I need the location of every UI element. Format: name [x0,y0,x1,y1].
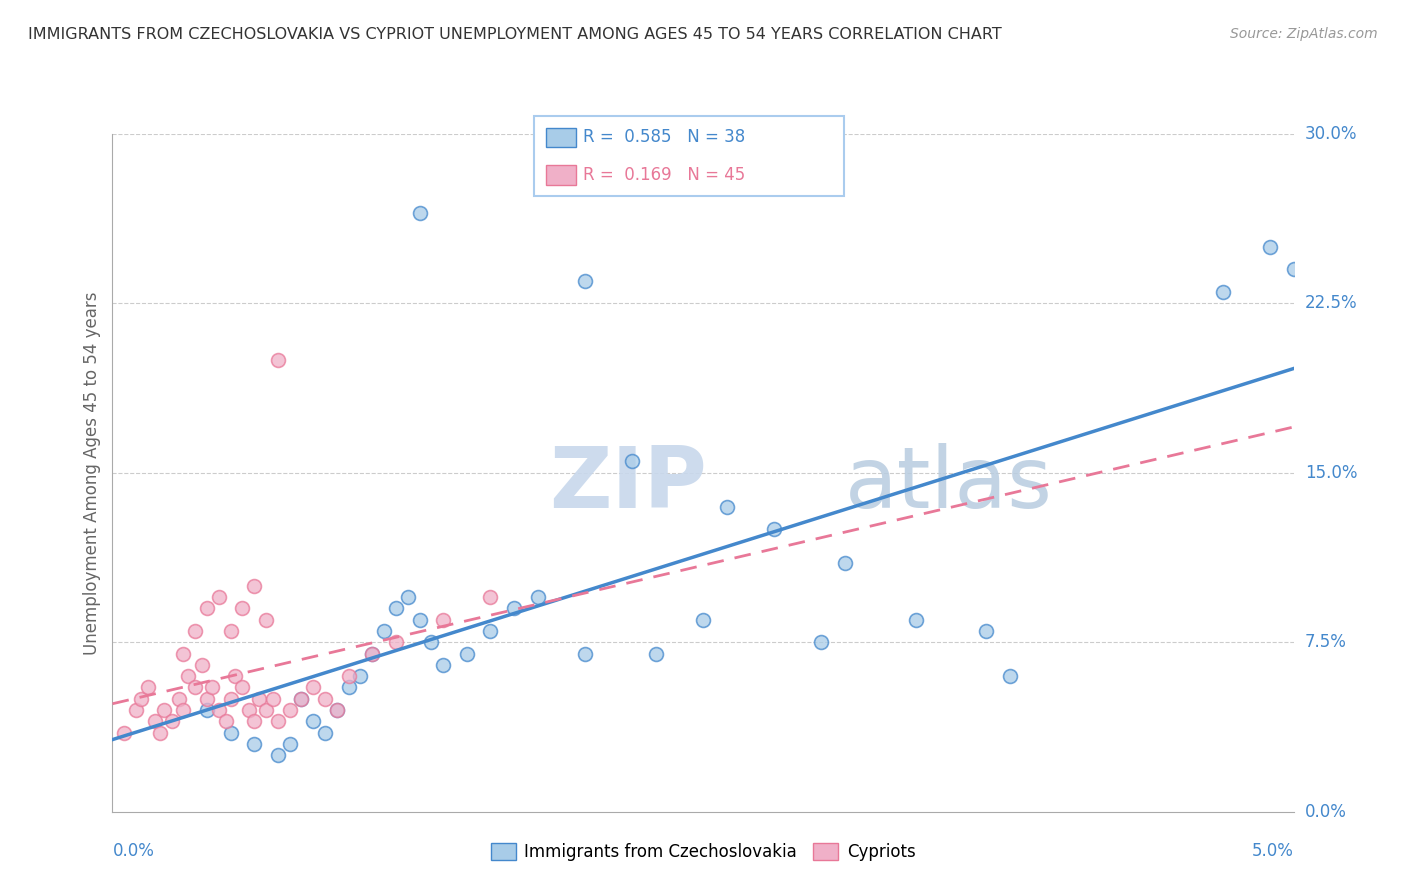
Point [810,635,832,649]
Point [408,613,430,627]
Point [574,274,596,288]
Point [219,624,242,638]
Point [219,691,242,706]
Text: 22.5%: 22.5% [1305,294,1357,312]
Point [976,624,998,638]
Text: IMMIGRANTS FROM CZECHOSLOVAKIA VS CYPRIOT UNEMPLOYMENT AMONG AGES 45 TO 54 YEARS: IMMIGRANTS FROM CZECHOSLOVAKIA VS CYPRIO… [28,27,1002,42]
Text: R =  0.585   N = 38: R = 0.585 N = 38 [583,128,745,146]
Point [1258,240,1281,254]
Point [385,601,408,615]
Legend: Immigrants from Czechoslovakia, Cypriots: Immigrants from Czechoslovakia, Cypriots [484,837,922,868]
Point [716,500,738,514]
Point [692,613,714,627]
Point [195,703,218,717]
Point [219,725,242,739]
Point [243,714,266,729]
Point [396,590,419,604]
Point [1282,262,1305,277]
Point [247,691,270,706]
Point [267,748,290,763]
Point [177,669,200,683]
Y-axis label: Unemployment Among Ages 45 to 54 years: Unemployment Among Ages 45 to 54 years [83,291,101,655]
Text: R =  0.169   N = 45: R = 0.169 N = 45 [583,166,745,184]
Point [621,454,644,468]
Point [267,352,290,367]
Point [361,647,384,661]
Text: 5.0%: 5.0% [1251,842,1294,860]
Point [224,669,246,683]
Text: atlas: atlas [845,442,1053,525]
Point [208,703,231,717]
Point [195,691,218,706]
Point [314,691,336,706]
Point [479,590,502,604]
Point [349,669,371,683]
Point [112,725,135,739]
Point [136,681,159,695]
Point [191,657,214,672]
Point [254,703,277,717]
Point [231,681,253,695]
Point [153,703,176,717]
Point [201,681,224,695]
Point [302,681,325,695]
Point [208,590,231,604]
Point [834,556,856,570]
Point [290,691,312,706]
Point [125,703,148,717]
Point [762,522,785,536]
Point [184,624,207,638]
Point [129,691,152,706]
Text: 0.0%: 0.0% [112,842,155,860]
Point [337,681,360,695]
Point [456,647,478,661]
Text: 7.5%: 7.5% [1305,633,1347,651]
Point [172,703,194,717]
Point [278,703,301,717]
Point [184,681,207,695]
Point [337,669,360,683]
Point [432,613,454,627]
Point [574,647,596,661]
Point [254,613,277,627]
Point [361,647,384,661]
Point [262,691,284,706]
Point [385,635,408,649]
Point [143,714,166,729]
Point [278,737,301,751]
Point [1212,285,1234,299]
Point [215,714,238,729]
Point [326,703,349,717]
Point [243,737,266,751]
Point [160,714,183,729]
Text: 30.0%: 30.0% [1305,125,1357,143]
Point [432,657,454,672]
Point [290,691,312,706]
Text: ZIP: ZIP [550,442,707,525]
Point [326,703,349,717]
Point [231,601,253,615]
Point [408,206,430,220]
Point [420,635,443,649]
Point [167,691,190,706]
Point [314,725,336,739]
Text: 0.0%: 0.0% [1305,803,1347,821]
Point [172,647,194,661]
Point [302,714,325,729]
Text: Source: ZipAtlas.com: Source: ZipAtlas.com [1230,27,1378,41]
Point [267,714,290,729]
Point [243,579,266,593]
Point [373,624,395,638]
Point [238,703,260,717]
Point [195,601,218,615]
Point [526,590,548,604]
Point [998,669,1021,683]
Text: 15.0%: 15.0% [1305,464,1357,482]
Point [149,725,172,739]
Point [479,624,502,638]
Point [644,647,666,661]
Point [503,601,526,615]
Point [904,613,927,627]
